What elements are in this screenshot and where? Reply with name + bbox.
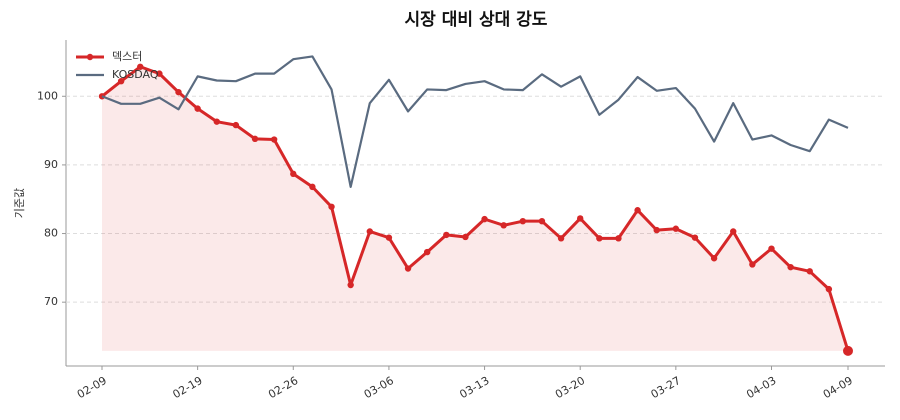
point — [462, 233, 469, 241]
point — [385, 234, 393, 241]
point — [710, 255, 718, 262]
line — [101, 65, 850, 352]
point — [843, 345, 853, 356]
point — [117, 77, 125, 85]
y-tick-label: 90 — [44, 158, 58, 171]
point — [232, 121, 240, 129]
chart-title: 시장 대비 상대 강도 — [405, 10, 548, 30]
point — [825, 285, 833, 293]
point — [156, 70, 163, 77]
y-tick-label: 70 — [44, 295, 58, 308]
point — [653, 226, 660, 234]
point — [500, 222, 507, 229]
point — [404, 265, 412, 272]
point — [347, 281, 354, 289]
point — [519, 217, 527, 225]
y-tick-label: 80 — [44, 227, 58, 240]
point — [730, 228, 737, 235]
area — [102, 66, 848, 351]
point — [806, 268, 813, 275]
y-axis-label: 기준값 — [13, 188, 26, 218]
line — [101, 55, 849, 188]
x-tick-label: 02-26 — [266, 374, 300, 401]
x-tick-label: 04-03 — [744, 374, 778, 401]
point — [787, 263, 794, 271]
point — [577, 215, 584, 222]
legend-label: KOSDAQ — [112, 68, 159, 81]
point — [691, 234, 699, 241]
point — [328, 203, 335, 210]
x-tick-label: 04-09 — [821, 374, 855, 401]
point — [251, 135, 259, 143]
x-tick-label: 02-19 — [170, 374, 204, 401]
point — [481, 215, 488, 223]
point — [749, 261, 756, 268]
y-tick-label: 100 — [37, 89, 58, 102]
point — [137, 63, 144, 70]
x-tick-label: 03-27 — [649, 374, 683, 401]
x-tick-label: 03-20 — [553, 374, 587, 401]
x-tick-label: 03-06 — [362, 374, 396, 401]
point — [768, 245, 775, 252]
point — [290, 170, 297, 178]
point — [270, 136, 278, 143]
point — [557, 235, 565, 242]
legend-label: 덱스터 — [112, 50, 142, 63]
point — [423, 248, 431, 256]
x-tick-label: 02-09 — [75, 374, 109, 401]
point — [309, 183, 316, 191]
point — [175, 88, 182, 96]
point — [634, 207, 641, 214]
point — [443, 231, 450, 239]
point — [596, 235, 603, 242]
point — [615, 235, 622, 242]
point — [366, 228, 373, 235]
legend-marker — [86, 53, 94, 61]
point — [538, 217, 546, 225]
point — [672, 225, 680, 232]
point — [194, 105, 201, 112]
x-tick-label: 03-13 — [457, 374, 491, 401]
point — [213, 118, 220, 125]
